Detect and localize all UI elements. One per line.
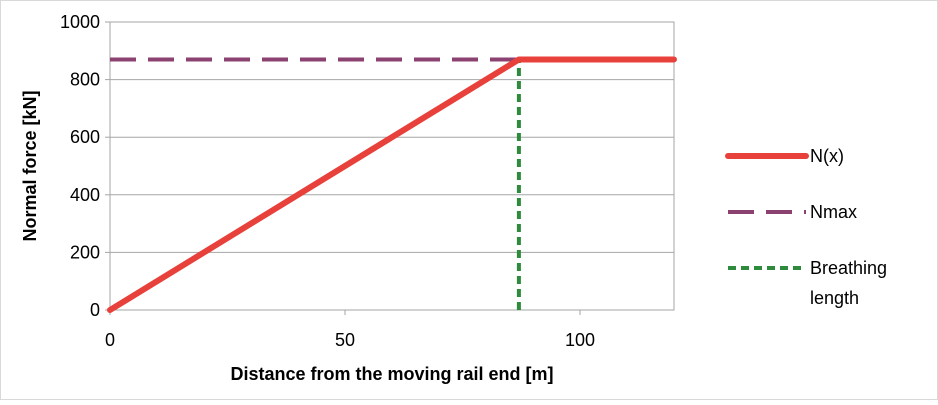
legend-label-line: Breathing bbox=[810, 258, 887, 278]
y-axis-title: Normal force [kN] bbox=[20, 90, 40, 241]
y-tick-label: 200 bbox=[70, 242, 100, 262]
legend-label-line: length bbox=[810, 288, 859, 308]
series-line-n-x bbox=[107, 56, 677, 313]
legend-label-breathing-length: Breathing length bbox=[810, 258, 887, 308]
y-tick-label: 1000 bbox=[60, 12, 100, 32]
y-tick-label: 0 bbox=[90, 300, 100, 320]
y-tick-label: 800 bbox=[70, 70, 100, 90]
legend-label-line: Nmax bbox=[810, 202, 857, 222]
y-tick-label: 600 bbox=[70, 127, 100, 147]
x-axis-title: Distance from the moving rail end [m] bbox=[230, 364, 553, 384]
x-axis-ticks: 0 50 100 bbox=[105, 310, 595, 350]
legend: N(x) Nmax Breathing length bbox=[725, 146, 887, 308]
plot-area-frame bbox=[109, 21, 675, 311]
x-tick-label: 0 bbox=[105, 330, 115, 350]
legend-label-nmax: Nmax bbox=[810, 202, 857, 222]
legend-label-line: N(x) bbox=[810, 146, 844, 166]
x-tick-label: 100 bbox=[565, 330, 595, 350]
series-layer bbox=[107, 56, 677, 313]
legend-label-n-x: N(x) bbox=[810, 146, 844, 166]
y-tick-label: 400 bbox=[70, 185, 100, 205]
x-tick-label: 50 bbox=[335, 330, 355, 350]
